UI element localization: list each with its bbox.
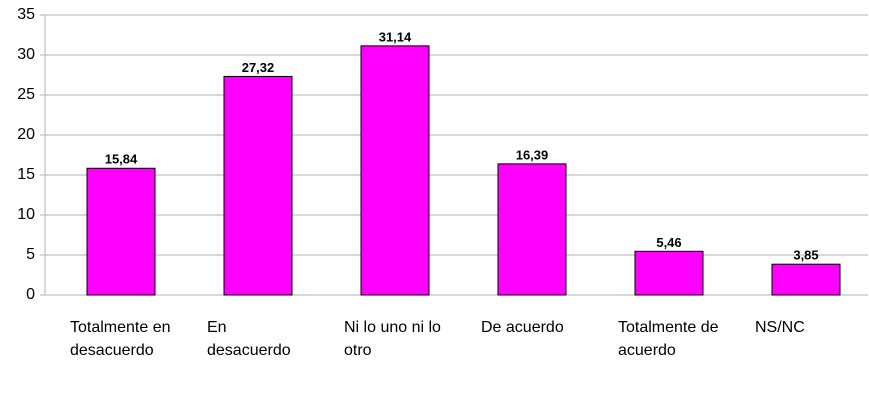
bar	[771, 263, 841, 296]
value-label: 31,14	[379, 29, 412, 44]
value-label: 27,32	[242, 60, 275, 75]
y-tick-label: 25	[17, 86, 35, 103]
x-tick-label: Totalmente en desacuerdo	[70, 319, 171, 359]
value-label: 3,85	[793, 248, 818, 263]
x-tick-label: En desacuerdo	[207, 319, 291, 359]
value-label: 16,39	[516, 147, 549, 162]
bar	[497, 163, 567, 296]
bar	[634, 250, 704, 296]
y-tick-label: 15	[17, 166, 35, 183]
value-label: 15,84	[105, 152, 138, 167]
y-tick-label: 10	[17, 206, 35, 223]
y-tick-label: 35	[17, 6, 35, 23]
value-label: 5,46	[656, 235, 681, 250]
x-tick-label: Totalmente de acuerdo	[618, 319, 719, 359]
bar	[360, 45, 430, 296]
x-tick-label: Ni lo uno ni lo otro	[344, 319, 441, 359]
y-tick-label: 0	[26, 286, 35, 303]
y-tick-label: 20	[17, 126, 35, 143]
y-tick-label: 30	[17, 46, 35, 63]
y-tick-label: 5	[26, 246, 35, 263]
x-tick-label: De acuerdo	[481, 319, 564, 336]
x-tick-label: NS/NC	[755, 319, 805, 336]
bar	[223, 75, 293, 296]
bar	[86, 167, 156, 296]
